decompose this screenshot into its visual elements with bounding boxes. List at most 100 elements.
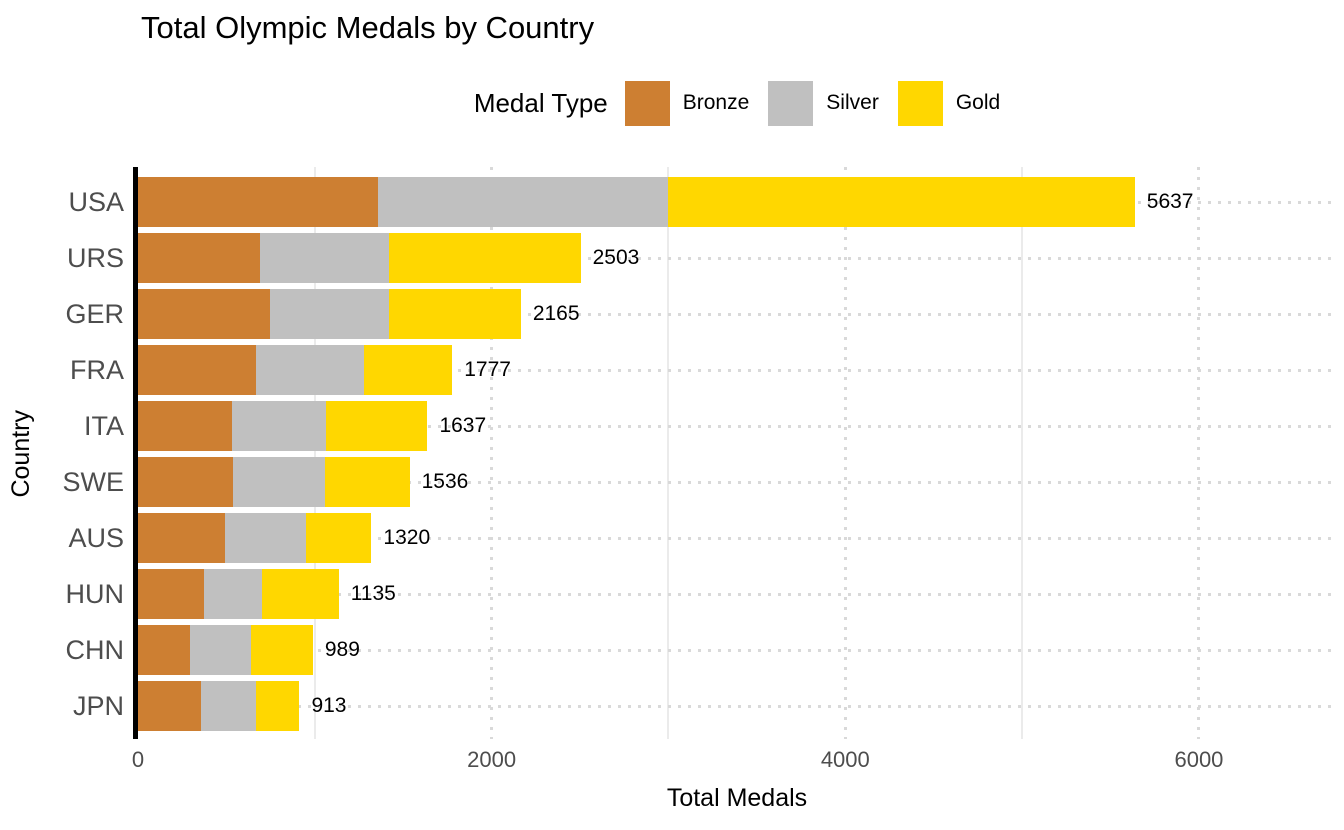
y-axis-label-ita: ITA bbox=[84, 411, 124, 441]
bar-segment-bronze bbox=[138, 457, 233, 507]
bar-row-fra: 1777 bbox=[138, 342, 1336, 398]
x-tick-label: 0 bbox=[131, 747, 145, 772]
legend: Medal Type Bronze Silver Gold bbox=[138, 79, 1336, 127]
bar-segment-gold bbox=[363, 345, 453, 395]
stacked-bar-usa bbox=[138, 177, 1135, 227]
bar-segment-bronze bbox=[138, 177, 379, 227]
legend-item-silver: Silver bbox=[768, 80, 879, 126]
bar-segment-bronze bbox=[138, 625, 190, 675]
bar-segment-bronze bbox=[138, 233, 260, 283]
bar-value-label: 1320 bbox=[383, 526, 431, 549]
bar-segment-gold bbox=[262, 569, 339, 619]
bar-segment-bronze bbox=[138, 289, 270, 339]
bar-row-chn: 989 bbox=[138, 622, 1336, 678]
bar-row-urs: 2503 bbox=[138, 230, 1336, 286]
bar-segment-gold bbox=[668, 177, 1135, 227]
bar-segment-gold bbox=[389, 233, 581, 283]
bar-segment-silver bbox=[189, 625, 251, 675]
bar-segment-gold bbox=[255, 681, 300, 731]
row-gridline bbox=[138, 256, 1336, 260]
row-gridline bbox=[138, 480, 1336, 484]
y-axis-label-usa: USA bbox=[68, 187, 124, 217]
bar-segment-gold bbox=[250, 625, 313, 675]
bar-value-label: 2503 bbox=[592, 246, 640, 269]
bronze-swatch-icon bbox=[624, 80, 670, 126]
gridline-major bbox=[843, 167, 847, 739]
bar-segment-silver bbox=[203, 569, 263, 619]
row-gridline bbox=[138, 312, 1336, 316]
x-axis-ticks: 0 2000 4000 6000 bbox=[132, 747, 1336, 775]
bar-value-label: 5637 bbox=[1146, 190, 1194, 213]
gold-swatch-icon bbox=[897, 80, 943, 126]
gridline-minor bbox=[667, 167, 670, 739]
bar-segment-silver bbox=[255, 345, 364, 395]
bar-value-label: 1637 bbox=[439, 414, 487, 437]
bar-segment-bronze bbox=[138, 681, 202, 731]
bar-row-swe: 1536 bbox=[138, 454, 1336, 510]
plot-panel: 5637 2503 2165 1777 1637 1536 1320 1135 989 913 bbox=[133, 167, 1336, 739]
gridline-minor bbox=[313, 167, 316, 739]
stacked-bar-ger bbox=[138, 289, 521, 339]
gridline-minor bbox=[1021, 167, 1024, 739]
bar-value-label: 1777 bbox=[464, 358, 511, 381]
bar-row-aus: 1320 bbox=[138, 510, 1336, 566]
chart-title: Total Olympic Medals by Country bbox=[141, 10, 595, 45]
row-gridline bbox=[138, 368, 1336, 372]
y-axis-label-urs: URS bbox=[66, 243, 124, 273]
bar-row-ita: 1637 bbox=[138, 398, 1336, 454]
row-gridline bbox=[138, 424, 1336, 428]
bar-row-jpn: 913 bbox=[138, 678, 1336, 734]
row-gridline bbox=[138, 536, 1336, 540]
bar-segment-silver bbox=[378, 177, 669, 227]
row-gridline bbox=[138, 704, 1336, 708]
bar-value-label: 2165 bbox=[532, 302, 580, 325]
stacked-bar-ita bbox=[138, 401, 428, 451]
bar-row-hun: 1135 bbox=[138, 566, 1336, 622]
y-axis-label-fra: FRA bbox=[70, 355, 124, 385]
bar-segment-silver bbox=[232, 457, 325, 507]
y-axis-line bbox=[133, 167, 138, 739]
y-axis-label-jpn: JPN bbox=[72, 691, 124, 721]
bar-segment-bronze bbox=[138, 513, 226, 563]
stacked-bar-aus bbox=[138, 513, 372, 563]
bar-segment-gold bbox=[325, 401, 428, 451]
bar-segment-silver bbox=[259, 233, 390, 283]
x-axis-title: Total Medals bbox=[666, 784, 808, 812]
y-axis-label-hun: HUN bbox=[65, 579, 125, 609]
y-axis-label-chn: CHN bbox=[65, 635, 125, 665]
bar-value-label: 989 bbox=[324, 638, 360, 661]
bar-segment-gold bbox=[324, 457, 410, 507]
stacked-bar-urs bbox=[138, 233, 581, 283]
legend-title: Medal Type bbox=[473, 87, 608, 118]
bar-segment-gold bbox=[306, 513, 372, 563]
legend-item-bronze: Bronze bbox=[624, 80, 750, 126]
bar-row-usa: 5637 bbox=[138, 174, 1336, 230]
y-axis-label-swe: SWE bbox=[62, 467, 124, 497]
x-tick-label: 4000 bbox=[820, 747, 870, 772]
bar-segment-gold bbox=[389, 289, 521, 339]
bar-segment-bronze bbox=[138, 345, 256, 395]
bar-segment-bronze bbox=[138, 569, 204, 619]
legend-label-bronze: Bronze bbox=[682, 91, 750, 114]
bar-segment-silver bbox=[231, 401, 326, 451]
stacked-bar-hun bbox=[138, 569, 339, 619]
silver-swatch-icon bbox=[768, 80, 814, 126]
bar-segment-silver bbox=[201, 681, 256, 731]
bar-value-label: 913 bbox=[311, 694, 347, 717]
stacked-bar-fra bbox=[138, 345, 453, 395]
stacked-bar-swe bbox=[138, 457, 410, 507]
bar-row-ger: 2165 bbox=[138, 286, 1336, 342]
bar-segment-bronze bbox=[138, 401, 232, 451]
y-axis-label-ger: GER bbox=[65, 299, 124, 329]
legend-item-gold: Gold bbox=[897, 80, 1001, 126]
bar-value-label: 1135 bbox=[350, 582, 396, 605]
x-tick-label: 2000 bbox=[467, 747, 517, 772]
stacked-bar-jpn bbox=[138, 681, 300, 731]
legend-label-gold: Gold bbox=[955, 91, 1001, 114]
bar-value-label: 1536 bbox=[421, 470, 469, 493]
row-gridline bbox=[138, 592, 1336, 596]
legend-label-silver: Silver bbox=[826, 91, 879, 114]
y-axis-labels: USA URS GER FRA ITA SWE AUS HUN CHN JPN bbox=[0, 174, 124, 734]
x-tick-label: 6000 bbox=[1174, 747, 1224, 772]
